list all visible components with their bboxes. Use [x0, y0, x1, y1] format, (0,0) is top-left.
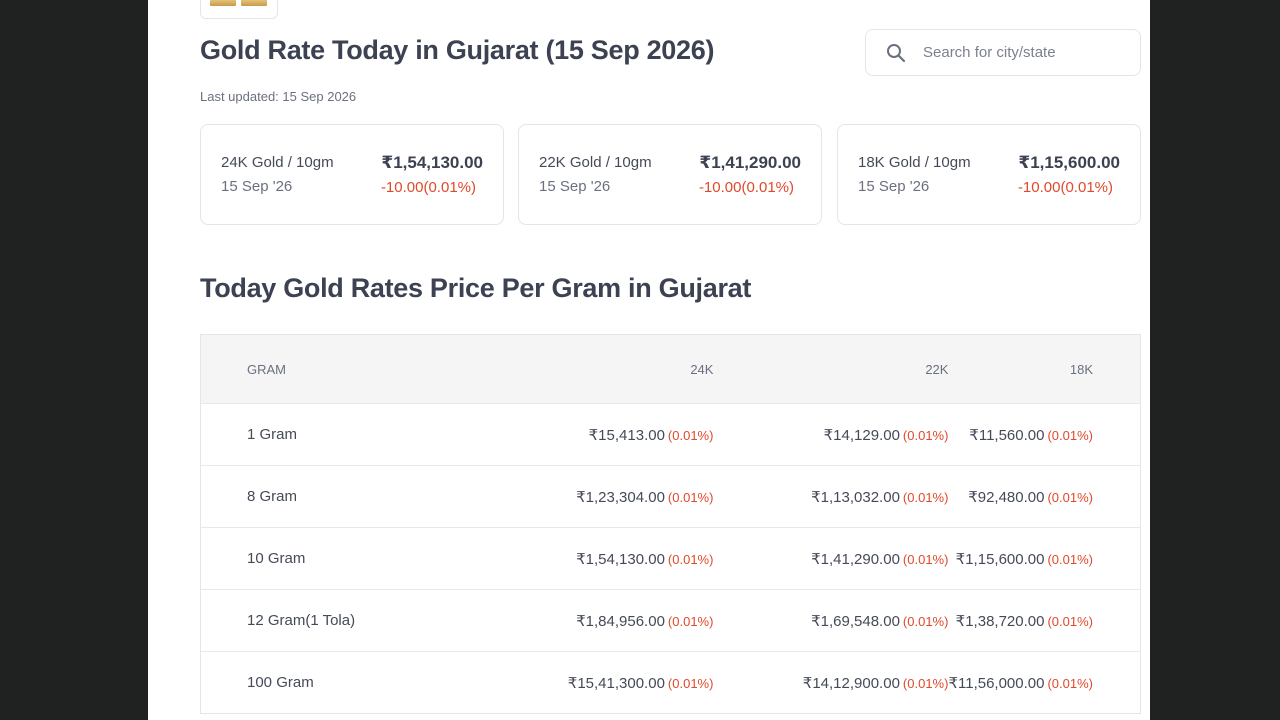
- rate-value: ₹92,480.00: [968, 488, 1045, 506]
- card-change: -10.00(0.01%): [380, 179, 476, 196]
- column-header-gram: GRAM: [200, 334, 479, 404]
- rate-cell-18k: ₹11,560.00 (0.01%): [948, 403, 1141, 466]
- table-row: 12 Gram(1 Tola) ₹1,84,956.00 (0.01%) ₹1,6…: [200, 589, 1141, 652]
- search-input[interactable]: [923, 44, 1123, 61]
- rate-value: ₹1,84,956.00: [576, 612, 665, 630]
- last-updated: Last updated: 15 Sep 2026: [200, 89, 357, 104]
- rate-change: (0.01%): [667, 489, 714, 505]
- rate-change: (0.01%): [902, 675, 949, 691]
- rate-value: ₹1,41,290.00: [811, 550, 900, 568]
- rate-change: (0.01%): [1047, 613, 1093, 629]
- gold-rates-table: GRAM 24K 22K 18K 1 Gram ₹15,413.00 (0.01%…: [200, 334, 1141, 714]
- rate-change: (0.01%): [667, 551, 714, 567]
- rate-change: (0.01%): [902, 551, 949, 567]
- card-change: -10.00(0.01%): [698, 179, 794, 196]
- rate-value: ₹1,23,304.00: [576, 488, 665, 506]
- rate-change: (0.01%): [1047, 675, 1093, 691]
- column-header-18k: 18K: [948, 334, 1141, 404]
- rate-cell-24k: ₹1,54,130.00 (0.01%): [478, 527, 714, 590]
- card-label: 18K Gold / 10gm: [858, 154, 971, 171]
- gram-cell: 1 Gram: [200, 403, 479, 466]
- rate-change: (0.01%): [1047, 551, 1093, 567]
- rate-cell-22k: ₹14,12,900.00 (0.01%): [713, 651, 949, 714]
- rate-value: ₹14,12,900.00: [802, 674, 900, 692]
- rate-cell-24k: ₹15,413.00 (0.01%): [478, 403, 714, 466]
- gold-logo: [200, 0, 278, 19]
- rate-cell-18k: ₹11,56,000.00 (0.01%): [948, 651, 1141, 714]
- rate-value: ₹15,413.00: [588, 426, 665, 444]
- main-content: Gold Rate Today in Gujarat (15 Sep 2026)…: [148, 0, 1150, 720]
- rate-change: (0.01%): [1047, 489, 1093, 505]
- price-card-18k[interactable]: 18K Gold / 10gm 15 Sep '26 ₹1,15,600.00 …: [837, 124, 1141, 225]
- table-row: 1 Gram ₹15,413.00 (0.01%) ₹14,129.00 (0.01…: [200, 403, 1141, 466]
- card-label: 24K Gold / 10gm: [221, 154, 334, 171]
- search-icon: [886, 43, 906, 63]
- page-title: Gold Rate Today in Gujarat (15 Sep 2026): [200, 35, 715, 65]
- price-cards: 24K Gold / 10gm 15 Sep '26 ₹1,54,130.00 …: [200, 124, 1141, 225]
- rate-value: ₹11,560.00: [969, 426, 1045, 444]
- rate-change: (0.01%): [1047, 427, 1093, 443]
- card-price: ₹1,15,600.00: [1018, 153, 1120, 172]
- rate-value: ₹11,56,000.00: [948, 674, 1045, 692]
- rate-value: ₹1,15,600.00: [955, 550, 1045, 568]
- rate-cell-22k: ₹1,41,290.00 (0.01%): [713, 527, 949, 590]
- rate-cell-22k: ₹1,13,032.00 (0.01%): [713, 465, 949, 528]
- price-card-22k[interactable]: 22K Gold / 10gm 15 Sep '26 ₹1,41,290.00 …: [518, 124, 822, 225]
- card-price: ₹1,41,290.00: [699, 153, 801, 172]
- search-box[interactable]: [865, 29, 1141, 76]
- gram-cell: 12 Gram(1 Tola): [200, 589, 479, 652]
- column-header-22k: 22K: [713, 334, 949, 404]
- card-price: ₹1,54,130.00: [381, 153, 483, 172]
- gold-bar-icon: [241, 0, 267, 6]
- table-row: 100 Gram ₹15,41,300.00 (0.01%) ₹14,12,900…: [200, 651, 1141, 714]
- rate-cell-24k: ₹1,84,956.00 (0.01%): [478, 589, 714, 652]
- gram-cell: 10 Gram: [200, 527, 479, 590]
- rate-value: ₹14,129.00: [823, 426, 900, 444]
- rate-change: (0.01%): [667, 613, 714, 629]
- rate-cell-24k: ₹15,41,300.00 (0.01%): [478, 651, 714, 714]
- table-header-row: GRAM 24K 22K 18K: [200, 334, 1141, 404]
- card-date: 15 Sep '26: [221, 178, 293, 195]
- card-change: -10.00(0.01%): [1017, 179, 1113, 196]
- rate-value: ₹1,13,032.00: [811, 488, 900, 506]
- card-date: 15 Sep '26: [539, 178, 611, 195]
- rate-change: (0.01%): [667, 427, 714, 443]
- rate-change: (0.01%): [902, 489, 949, 505]
- rate-change: (0.01%): [902, 613, 949, 629]
- rate-cell-22k: ₹14,129.00 (0.01%): [713, 403, 949, 466]
- rate-cell-18k: ₹1,38,720.00 (0.01%): [948, 589, 1141, 652]
- rate-value: ₹1,69,548.00: [811, 612, 900, 630]
- rate-value: ₹1,38,720.00: [955, 612, 1045, 630]
- table-row: 8 Gram ₹1,23,304.00 (0.01%) ₹1,13,032.00(…: [200, 465, 1141, 528]
- gold-bar-icon: [210, 0, 236, 6]
- column-header-24k: 24K: [478, 334, 714, 404]
- section-title: Today Gold Rates Price Per Gram in Gujar…: [200, 273, 752, 303]
- rate-change: (0.01%): [902, 427, 949, 443]
- rate-cell-18k: ₹1,15,600.00 (0.01%): [948, 527, 1141, 590]
- rate-value: ₹15,41,300.00: [567, 674, 665, 692]
- price-card-24k[interactable]: 24K Gold / 10gm 15 Sep '26 ₹1,54,130.00 …: [200, 124, 504, 225]
- card-date: 15 Sep '26: [858, 178, 930, 195]
- rate-value: ₹1,54,130.00: [576, 550, 665, 568]
- rate-change: (0.01%): [667, 675, 714, 691]
- gram-cell: 100 Gram: [200, 651, 479, 714]
- table-row: 10 Gram ₹1,54,130.00 (0.01%) ₹1,41,290.00…: [200, 527, 1141, 590]
- rate-cell-24k: ₹1,23,304.00 (0.01%): [478, 465, 714, 528]
- card-label: 22K Gold / 10gm: [539, 154, 652, 171]
- rate-cell-22k: ₹1,69,548.00 (0.01%): [713, 589, 949, 652]
- rate-cell-18k: ₹92,480.00 (0.01%): [948, 465, 1141, 528]
- gram-cell: 8 Gram: [200, 465, 479, 528]
